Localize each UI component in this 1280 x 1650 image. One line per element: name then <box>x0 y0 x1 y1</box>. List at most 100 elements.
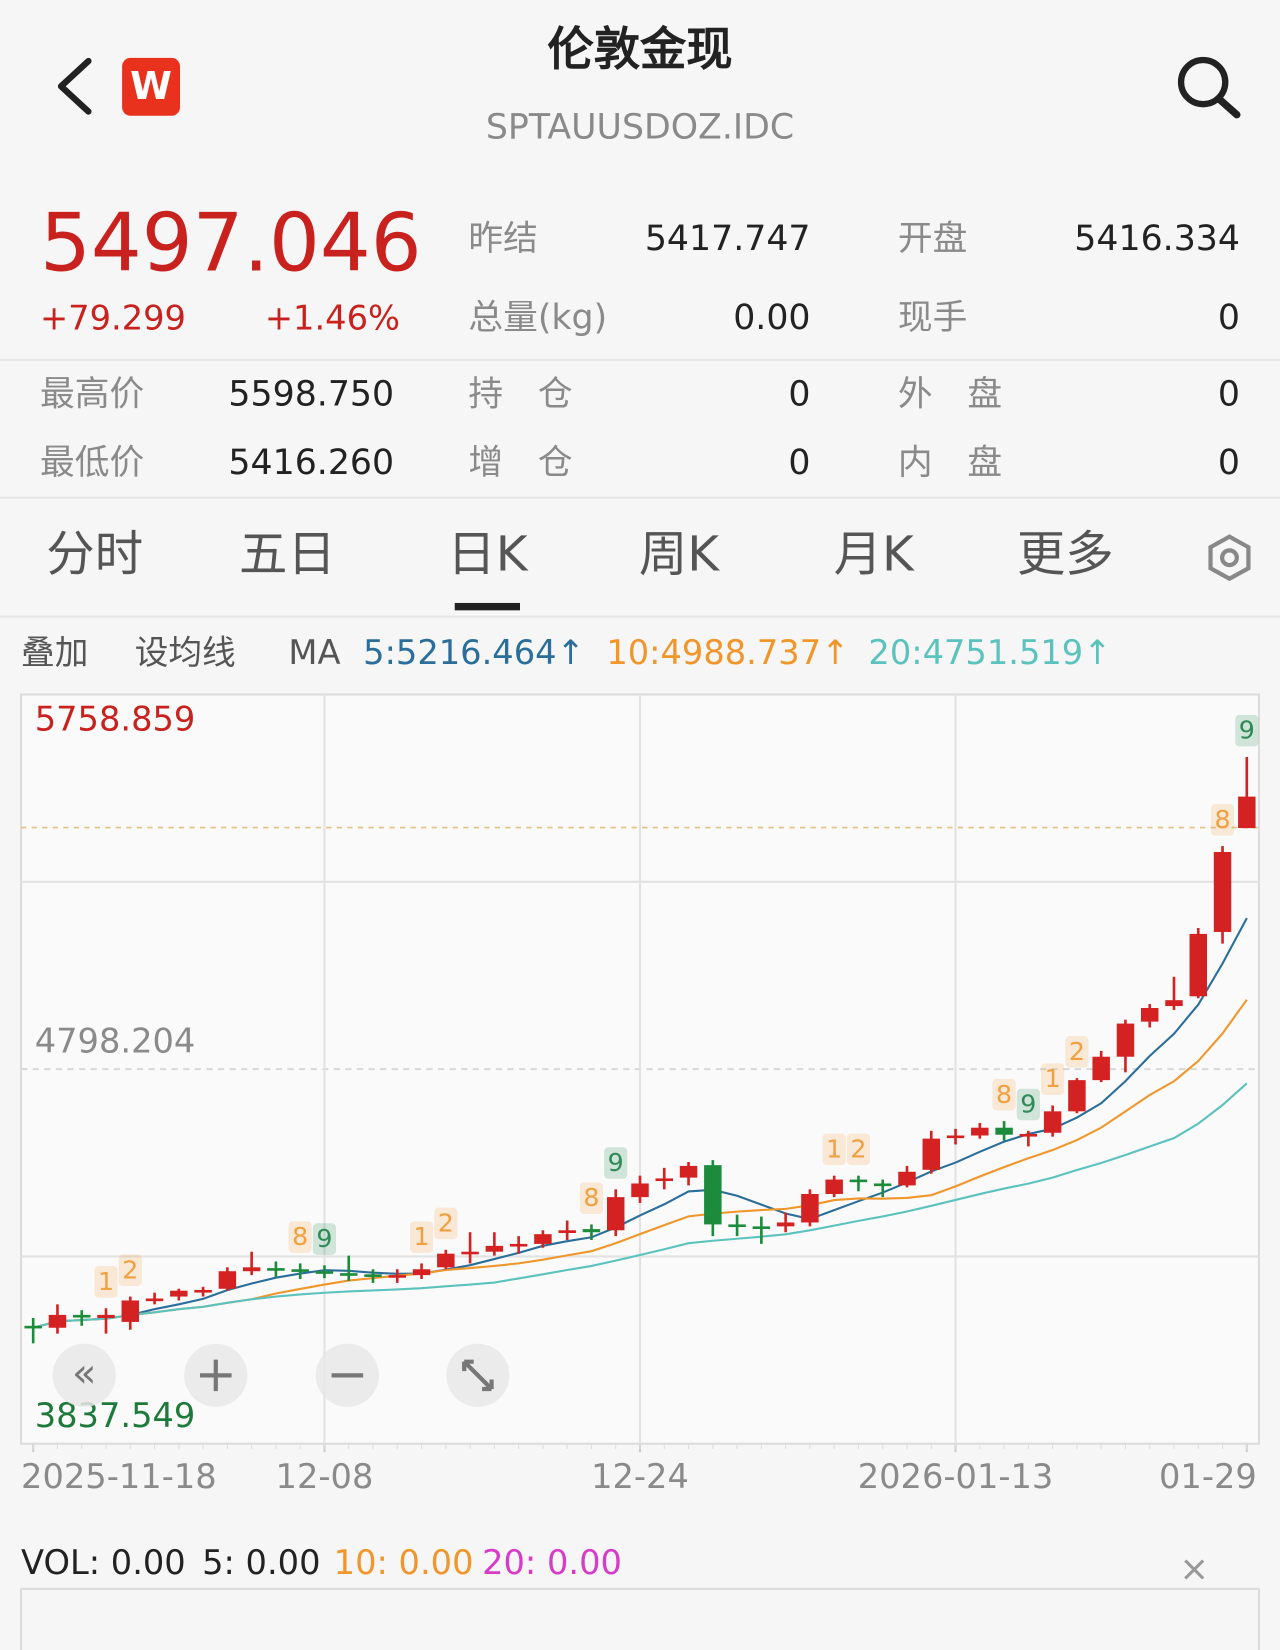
td-badge <box>579 1182 604 1214</box>
volume-value: VOL: 0.00 <box>21 1543 186 1582</box>
ma-legend: 5:5216.464↑ 10:4988.737↑ 20:4751.519↑ <box>363 633 1111 672</box>
candle-body <box>704 1165 722 1225</box>
td-mark: 9 <box>608 1148 624 1177</box>
tab-bar: 分时 五日 日K 周K 月K 更多 <box>46 527 1114 611</box>
tab[interactable]: 更多 <box>1017 527 1114 583</box>
overlay-button[interactable]: 叠加 <box>21 633 88 672</box>
candle-body <box>48 1314 67 1328</box>
candle-body <box>194 1289 212 1293</box>
candle-body <box>218 1271 237 1289</box>
search-button[interactable] <box>1177 56 1241 119</box>
candle-body <box>825 1179 843 1194</box>
ma-setting-button[interactable]: 设均线 <box>135 633 236 672</box>
x-tick-label: 12-24 <box>591 1457 689 1496</box>
candle-body <box>801 1193 819 1223</box>
volume-value: 5: 0.00 <box>202 1543 320 1582</box>
field-value: 5417.747 <box>645 219 811 259</box>
fullscreen-button[interactable] <box>446 1343 510 1407</box>
volume-legend: VOL: 0.00 5: 0.00 10: 0.00 20: 0.00 <box>21 1543 622 1582</box>
candle-body <box>1068 1080 1086 1112</box>
back-button[interactable] <box>57 57 92 115</box>
td-badge <box>1016 1088 1040 1121</box>
ma-label: MA <box>288 633 340 672</box>
x-tick-label: 2026-01-13 <box>858 1457 1054 1496</box>
candle-body <box>1189 933 1208 997</box>
volume-value: 10: 0.00 <box>334 1543 474 1582</box>
candle-body <box>485 1245 504 1252</box>
field-label: 内 盘 <box>898 443 1002 483</box>
x-tick-label: 2025-11-18 <box>21 1457 217 1496</box>
candle-body <box>1213 852 1232 932</box>
td-badge <box>1210 804 1235 836</box>
badge-text: W <box>130 64 172 108</box>
candle-body <box>1238 796 1256 829</box>
candle-body <box>1043 1111 1062 1133</box>
td-badge <box>94 1266 118 1298</box>
price-change-pct: +1.46% <box>265 298 400 337</box>
candle-body <box>922 1138 941 1170</box>
field-label: 开盘 <box>898 219 967 259</box>
candle-body <box>776 1222 795 1227</box>
field-label: 持 仓 <box>468 375 572 415</box>
td-badge <box>822 1133 846 1166</box>
td-mark: 8 <box>1214 805 1230 834</box>
candle-body <box>534 1234 552 1244</box>
td-mark: 2 <box>438 1209 454 1238</box>
candle-body <box>1165 1000 1183 1007</box>
td-mark: 2 <box>122 1255 138 1284</box>
candle-body <box>631 1183 649 1198</box>
tab[interactable]: 分时 <box>46 527 143 583</box>
td-mark: 1 <box>414 1222 430 1251</box>
ma-line <box>32 1082 1248 1329</box>
zoom-out-button[interactable] <box>315 1343 379 1407</box>
candle-body <box>995 1127 1013 1135</box>
field-value: 0 <box>1218 375 1240 415</box>
settings-button[interactable] <box>1208 534 1251 582</box>
candle-body <box>315 1271 334 1274</box>
field-label: 最低价 <box>40 443 144 483</box>
field-label: 昨结 <box>468 219 537 259</box>
td-mark: 1 <box>826 1134 842 1163</box>
td-mark: 1 <box>1045 1064 1061 1093</box>
candle-body <box>752 1226 771 1229</box>
candle-body <box>971 1127 989 1136</box>
candlestick-chart: 5758.859 4798.204 3837.549 2025-11-18 12-08 1… <box>21 694 1259 1496</box>
candle-body <box>509 1243 528 1247</box>
volume-value: 20: 0.00 <box>482 1543 622 1582</box>
td-mark: 2 <box>1069 1037 1085 1066</box>
candle-body <box>655 1178 674 1182</box>
field-label: 最高价 <box>40 375 144 415</box>
candle-body <box>364 1274 382 1277</box>
field-label: 总量(kg) <box>468 298 607 338</box>
close-volume-button[interactable] <box>1184 1559 1205 1580</box>
candle-body <box>437 1253 455 1268</box>
candle-body <box>873 1183 892 1187</box>
title: 伦敦金现 <box>547 22 732 76</box>
tab[interactable]: 日K <box>447 527 528 583</box>
td-mark: 9 <box>316 1224 332 1253</box>
field-label: 外 盘 <box>898 375 1002 415</box>
tab[interactable]: 月K <box>834 527 915 583</box>
candle-body <box>606 1197 625 1231</box>
zoom-in-button[interactable] <box>184 1343 248 1407</box>
candle-body <box>170 1290 188 1297</box>
td-badge <box>1065 1036 1089 1068</box>
candle-body <box>145 1298 164 1302</box>
scroll-left-button[interactable]: « <box>52 1343 116 1407</box>
td-badge <box>1041 1063 1065 1095</box>
tab[interactable]: 五日 <box>239 527 336 583</box>
candle-body <box>291 1269 309 1272</box>
td-badge <box>409 1221 434 1253</box>
app-badge <box>122 57 180 116</box>
candle-body <box>558 1230 576 1233</box>
td-mark: 1 <box>98 1267 114 1296</box>
y-tick-label: 5758.859 <box>35 699 196 738</box>
ma-value: 20:4751.519↑ <box>868 633 1111 672</box>
symbol-code: SPTAUUSDOZ.IDC <box>486 107 794 147</box>
candle-body <box>582 1229 601 1233</box>
field-value: 0 <box>1218 298 1240 338</box>
tab[interactable]: 周K <box>639 527 720 583</box>
candle-body <box>72 1314 91 1318</box>
